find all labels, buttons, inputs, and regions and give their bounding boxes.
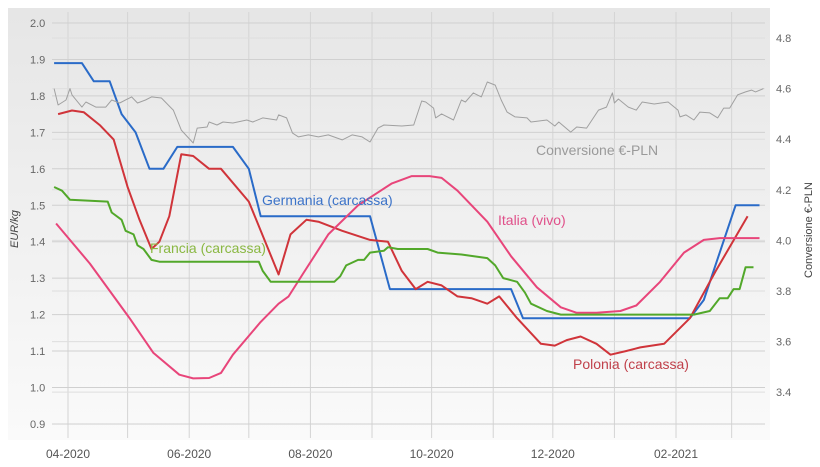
y-tick-label: 0.9 [30,419,45,431]
series-line-italia [55,175,760,380]
label-francia: Francia (carcassa) [150,240,266,256]
x-tick-label: 02-2021 [654,447,698,461]
series-line-conversione [53,81,764,144]
y2-tick-label: 4.6 [776,84,791,96]
x-tick-label: 08-2020 [288,447,332,461]
x-tick-label: 10-2020 [410,447,454,461]
label-conversione: Conversione €-PLN [536,142,658,158]
ticks: 0.9 1.0 1.1 1.2 1.3 1.4 1.5 1.6 1.7 1.8 1.9 2.0 3.4 3… [30,18,791,461]
series-line-germania [54,62,760,320]
y-tick-label: 1.3 [30,273,45,285]
y-tick-label: 1.0 [30,383,45,395]
label-germania: Germania (carcassa) [262,192,393,208]
y-tick-label: 1.4 [30,237,45,249]
y2-tick-label: 4.8 [776,33,791,45]
grid [52,12,765,438]
y-tick-label: 2.0 [30,18,45,30]
y-tick-label: 1.9 [30,54,45,66]
label-polonia: Polonia (carcassa) [573,356,689,372]
y2-tick-label: 3.4 [776,387,791,399]
y-tick-label: 1.6 [30,164,45,176]
series-group [53,62,764,380]
y-tick-label: 1.2 [30,310,45,322]
x-tick-label: 04-2020 [46,447,90,461]
x-tick-label: 12-2020 [531,447,575,461]
plot-background [8,8,770,440]
y2-tick-label: 3.6 [776,337,791,349]
label-italia: Italia (vivo) [498,212,566,228]
y2-tick-label: 4.0 [776,235,791,247]
series-line-polonia [57,109,749,356]
series-line-francia [53,186,754,316]
y-tick-label: 1.7 [30,127,45,139]
y-tick-label: 1.8 [30,91,45,103]
y2-axis-title: Conversione €-PLN [803,182,815,278]
y-tick-label: 1.5 [30,200,45,212]
y-tick-label: 1.1 [30,346,45,358]
y-axis-title: EUR/kg [9,209,21,248]
y2-tick-label: 4.2 [776,185,791,197]
y2-tick-label: 3.8 [776,286,791,298]
x-tick-label: 06-2020 [167,447,211,461]
y2-tick-label: 4.4 [776,134,791,146]
